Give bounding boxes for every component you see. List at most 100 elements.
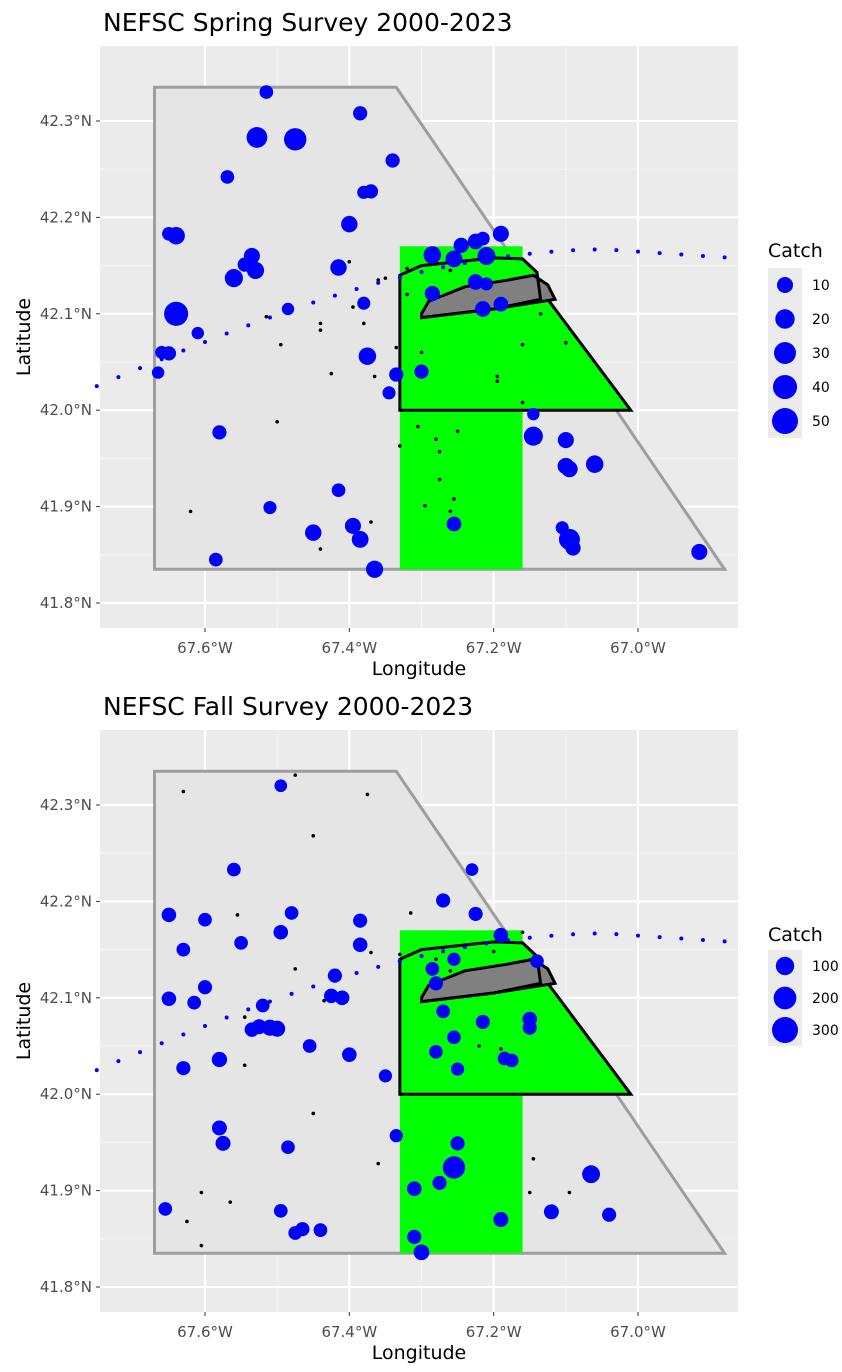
catch-point xyxy=(428,976,444,991)
zero-catch-point xyxy=(376,278,381,282)
catch-point xyxy=(212,425,227,440)
catch-point xyxy=(198,912,212,927)
zero-catch-point xyxy=(520,400,525,405)
zero-catch-point xyxy=(311,1111,316,1116)
catch-point xyxy=(305,524,322,541)
y-tick-label: 41.8°N xyxy=(40,594,92,612)
catch-point xyxy=(151,366,165,379)
y-tick-label: 42.2°N xyxy=(40,208,92,226)
x-tick-label: 67.4°W xyxy=(321,1323,377,1341)
legend-key xyxy=(776,276,794,294)
legend-label: 40 xyxy=(812,380,830,396)
zero-catch-point xyxy=(452,497,456,501)
zero-catch-point xyxy=(361,321,366,326)
x-tick-label: 67.4°W xyxy=(321,639,377,657)
catch-point xyxy=(208,552,223,567)
y-tick-label: 42.2°N xyxy=(40,892,92,910)
catch-point xyxy=(382,386,396,400)
zero-catch-point xyxy=(394,345,399,350)
legend-key xyxy=(775,956,795,976)
zero-catch-point xyxy=(347,259,352,264)
catch-point xyxy=(477,247,496,265)
catch-point xyxy=(284,906,299,920)
zero-catch-point xyxy=(455,429,460,434)
catch-point xyxy=(302,1039,317,1053)
zero-catch-point xyxy=(311,834,316,838)
catch-point xyxy=(585,455,604,473)
catch-point xyxy=(161,991,177,1007)
legend-key xyxy=(775,309,795,329)
catch-point xyxy=(385,153,400,168)
chart-svg: NEFSC Fall Survey 2000-2023 41.8°N 41.9°N 4… xyxy=(13,692,839,1364)
catch-point xyxy=(273,924,289,940)
y-tick-label: 41.9°N xyxy=(40,498,92,516)
zero-catch-point xyxy=(495,379,500,384)
catch-point xyxy=(493,927,509,943)
zero-catch-point xyxy=(405,292,409,297)
catch-point xyxy=(161,907,177,923)
zero-catch-point xyxy=(564,340,568,345)
catch-point xyxy=(353,913,368,928)
x-tick-label: 67.2°W xyxy=(466,1323,522,1341)
zero-catch-point xyxy=(188,509,193,514)
catch-point xyxy=(273,1203,288,1218)
zero-catch-point xyxy=(318,321,323,326)
y-axis-label: Latitude xyxy=(13,298,35,376)
zero-catch-point xyxy=(369,520,373,524)
catch-point xyxy=(493,296,509,312)
legend-label: 30 xyxy=(812,346,830,362)
zero-catch-point xyxy=(322,998,326,1003)
zero-catch-point xyxy=(199,1243,204,1248)
zero-catch-point xyxy=(499,1047,503,1051)
catch-point xyxy=(246,127,268,148)
catch-point xyxy=(436,1004,450,1019)
catch-point xyxy=(357,296,371,310)
y-tick-label: 41.9°N xyxy=(40,1182,92,1200)
catch-point xyxy=(353,106,368,121)
x-tick-label: 67.2°W xyxy=(466,639,522,657)
catch-point xyxy=(352,937,368,953)
catch-point xyxy=(281,302,295,316)
legend-label: 200 xyxy=(812,991,839,1007)
x-tick-label: 67.0°W xyxy=(610,639,666,657)
zero-catch-point xyxy=(567,1190,572,1195)
catch-point xyxy=(557,432,574,449)
catch-point xyxy=(331,483,346,498)
zero-catch-point xyxy=(293,967,298,971)
catch-point xyxy=(246,261,265,280)
zero-catch-point xyxy=(437,477,442,482)
zero-catch-point xyxy=(423,503,427,508)
zero-catch-point xyxy=(448,509,453,514)
catch-point xyxy=(436,893,451,908)
zero-catch-point xyxy=(477,1044,482,1048)
catch-point xyxy=(423,246,442,264)
legend-label: 100 xyxy=(812,959,839,975)
zero-catch-point xyxy=(448,969,453,973)
catch-point xyxy=(164,301,189,326)
catch-point xyxy=(215,1135,231,1151)
zero-catch-point xyxy=(437,449,442,454)
catch-point xyxy=(442,1156,466,1179)
fall-survey-chart: NEFSC Fall Survey 2000-2023 41.8°N 41.9°N 4… xyxy=(0,684,842,1368)
y-tick-label: 42.3°N xyxy=(40,112,92,130)
zero-catch-point xyxy=(376,1161,381,1166)
catch-point xyxy=(187,995,202,1010)
catch-point xyxy=(465,863,479,876)
catch-point xyxy=(447,1030,461,1045)
catch-point xyxy=(432,1175,447,1190)
catch-point xyxy=(389,367,404,382)
x-tick-label: 67.0°W xyxy=(610,1323,666,1341)
legend-label: 10 xyxy=(812,278,830,294)
catch-point xyxy=(288,1226,303,1240)
catch-point xyxy=(479,277,493,291)
catch-point xyxy=(344,517,361,534)
legend-key xyxy=(772,1017,798,1043)
catch-point xyxy=(161,346,177,361)
catch-point xyxy=(281,1140,295,1155)
catch-point xyxy=(527,407,540,421)
y-tick-label: 42.0°N xyxy=(40,401,92,419)
catch-point xyxy=(191,326,204,340)
catch-point xyxy=(425,962,440,976)
catch-point xyxy=(467,233,484,250)
legend-key xyxy=(772,408,798,434)
